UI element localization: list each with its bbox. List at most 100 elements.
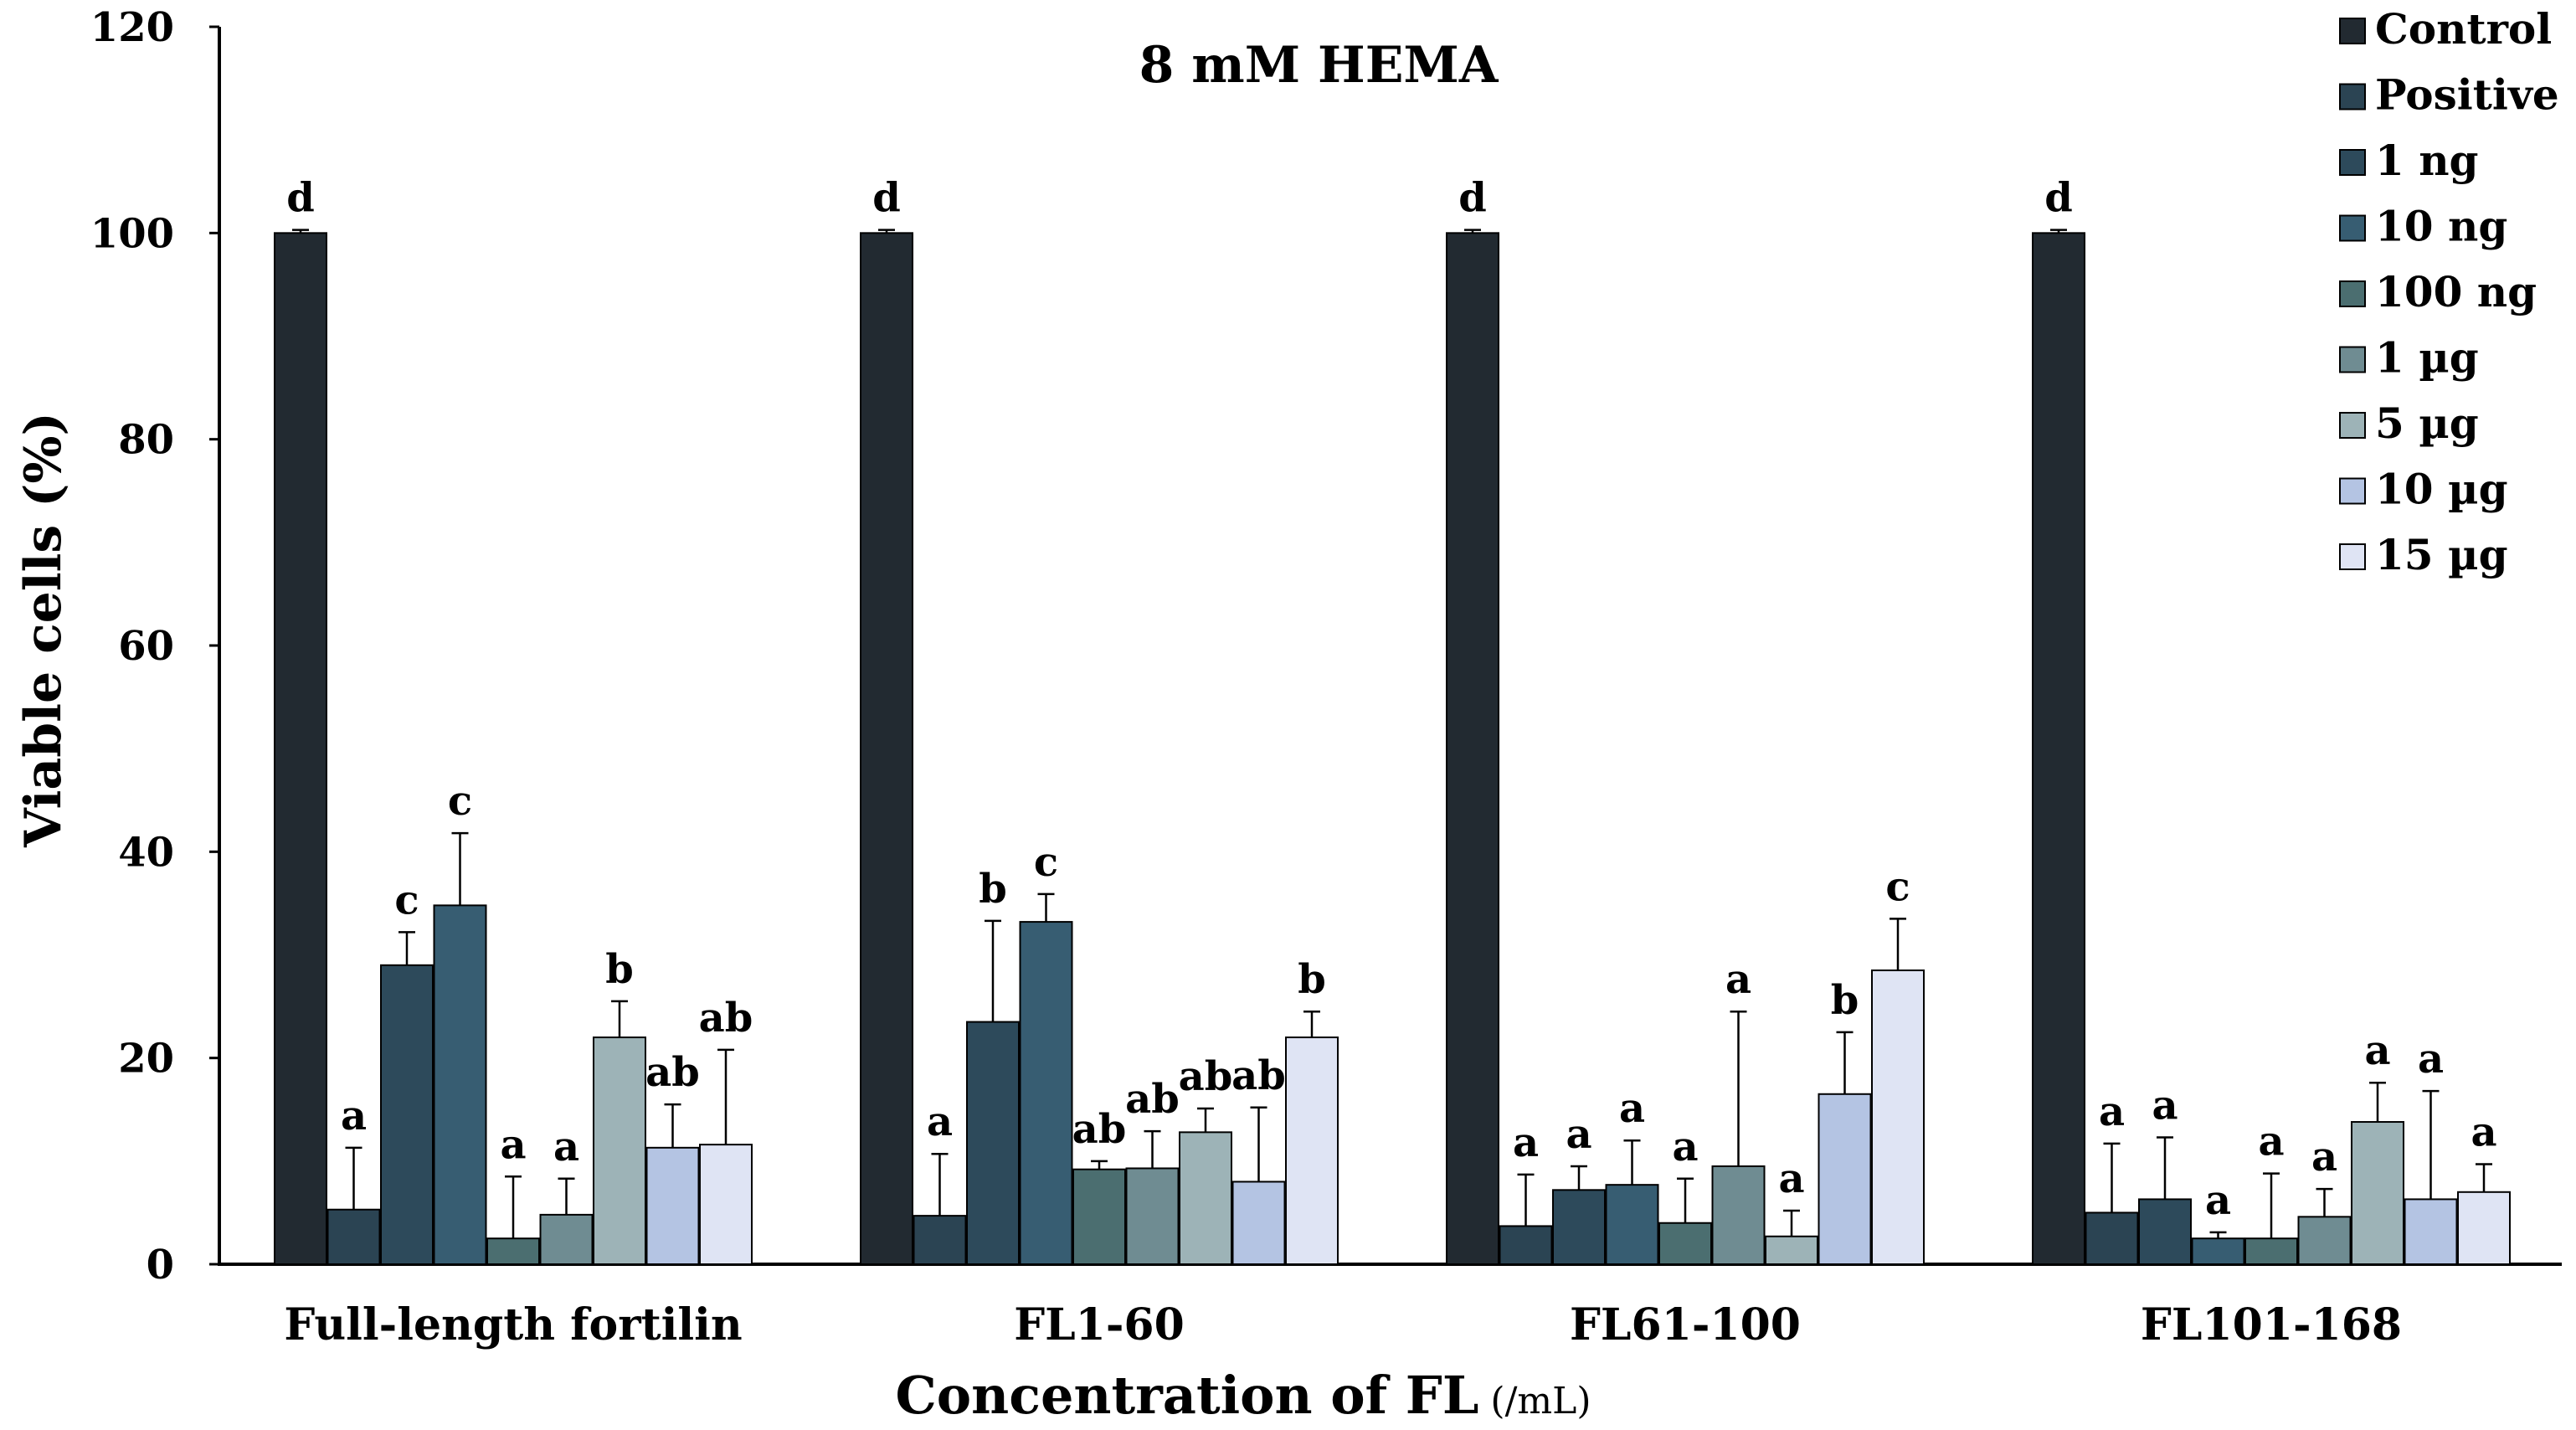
legend-label: 5 µg [2375, 399, 2479, 448]
y-tick-label: 0 [147, 1242, 174, 1289]
significance-label: c [1885, 863, 1910, 910]
significance-label: a [2471, 1109, 2496, 1156]
significance-label: a [2099, 1088, 2125, 1135]
bar [913, 1215, 967, 1266]
bar [1446, 232, 1499, 1265]
bar [274, 232, 327, 1265]
significance-label: a [2311, 1134, 2337, 1181]
bar [1285, 1036, 1339, 1265]
bar [1072, 1168, 1126, 1265]
axes: 0 20 40 60 80 100 120 Full-length fortilin FL1-6… [90, 4, 2562, 1350]
y-tick-label: 120 [90, 4, 174, 51]
bar [1605, 1184, 1659, 1265]
significance-label: a [2258, 1119, 2284, 1165]
y-tick-label: 20 [118, 1036, 174, 1083]
bar [1125, 1167, 1180, 1265]
significance-label: a [341, 1093, 367, 1139]
significance-label: a [1619, 1085, 1645, 1132]
significance-label: a [1672, 1124, 1698, 1170]
significance-label: d [286, 175, 315, 222]
significance-label: a [1566, 1111, 1591, 1158]
bar [2085, 1211, 2139, 1265]
legend-swatch [2339, 18, 2366, 44]
legend-label: 1 ng [2375, 136, 2479, 185]
bar [1231, 1181, 1286, 1266]
significance-label: a [1513, 1119, 1539, 1166]
legend-label: 15 µg [2375, 530, 2508, 579]
x-axis-label: Concentration of FL (/mL) [895, 1365, 1591, 1426]
legend-label: 10 ng [2375, 202, 2507, 251]
legend-swatch [2339, 280, 2366, 307]
significance-label: ab [1231, 1052, 1286, 1099]
legend-swatch [2339, 477, 2366, 505]
bar [2457, 1191, 2511, 1265]
legend-swatch [2339, 149, 2366, 176]
significance-label: ab [1179, 1053, 1233, 1100]
significance-label: d [872, 175, 901, 222]
bar [1179, 1131, 1232, 1266]
legend-label: 100 ng [2375, 267, 2537, 316]
significance-label: ab [1072, 1106, 1127, 1153]
significance-label: c [448, 778, 472, 825]
significance-label: a [2364, 1027, 2390, 1074]
bar [966, 1021, 1020, 1266]
bar [1871, 969, 1925, 1265]
x-tick-label: FL1-60 [1014, 1299, 1185, 1350]
legend-label: Control [2375, 4, 2552, 54]
significance-label: a [1778, 1155, 1804, 1202]
significance-label: a [2418, 1036, 2444, 1083]
significance-label: b [1831, 977, 1859, 1024]
significance-label: ab [1125, 1076, 1180, 1123]
bar [2297, 1216, 2352, 1266]
legend-swatch [2339, 83, 2366, 111]
legend-label: 10 µg [2375, 465, 2508, 514]
legend-swatch [2339, 214, 2366, 242]
significance-label: c [1034, 839, 1058, 886]
bar [860, 232, 913, 1265]
bar [1658, 1222, 1712, 1265]
y-tick-label: 60 [118, 623, 174, 670]
bar [2191, 1237, 2245, 1266]
bar [1019, 921, 1073, 1265]
significance-label: a [927, 1098, 953, 1145]
bar [593, 1036, 646, 1265]
bar [1552, 1189, 1606, 1265]
bar [2138, 1198, 2192, 1266]
x-tick-label: FL61-100 [1570, 1299, 1801, 1350]
legend-swatch [2339, 346, 2366, 373]
bar [380, 964, 434, 1265]
legend-label: Positive [2375, 70, 2559, 120]
x-axis-label-main: Concentration of FL [895, 1365, 1478, 1426]
legend-label: 1 µg [2375, 333, 2479, 383]
bar [2351, 1121, 2404, 1266]
significance-label: a [2152, 1083, 2178, 1129]
y-tick-label: 40 [118, 829, 174, 876]
significance-label: a [553, 1124, 579, 1170]
bar [2032, 232, 2085, 1265]
bar [486, 1237, 540, 1266]
bar [1711, 1165, 1766, 1266]
bar [1765, 1235, 1818, 1265]
bar [2404, 1198, 2458, 1266]
legend: Control Positive 1 ng 10 ng 100 ng 1 µg 5 µg 10… [2339, 4, 2559, 579]
significance-label: b [605, 946, 634, 993]
bar [433, 904, 487, 1265]
chart-title: 8 mM HEMA [1139, 36, 1499, 95]
bar [1818, 1093, 1872, 1266]
significance-label: d [2044, 175, 2073, 222]
significance-label: b [1298, 956, 1326, 1003]
significance-label: a [2205, 1177, 2231, 1224]
bar [539, 1213, 594, 1266]
y-tick-label: 100 [90, 210, 174, 257]
significance-label: d [1458, 175, 1487, 222]
significance-label: ab [699, 995, 753, 1042]
bar [1499, 1225, 1553, 1266]
significance-label: c [394, 877, 419, 923]
bars [274, 229, 2511, 1266]
bar [645, 1146, 700, 1265]
bar [699, 1144, 753, 1266]
significance-label: b [979, 866, 1007, 913]
